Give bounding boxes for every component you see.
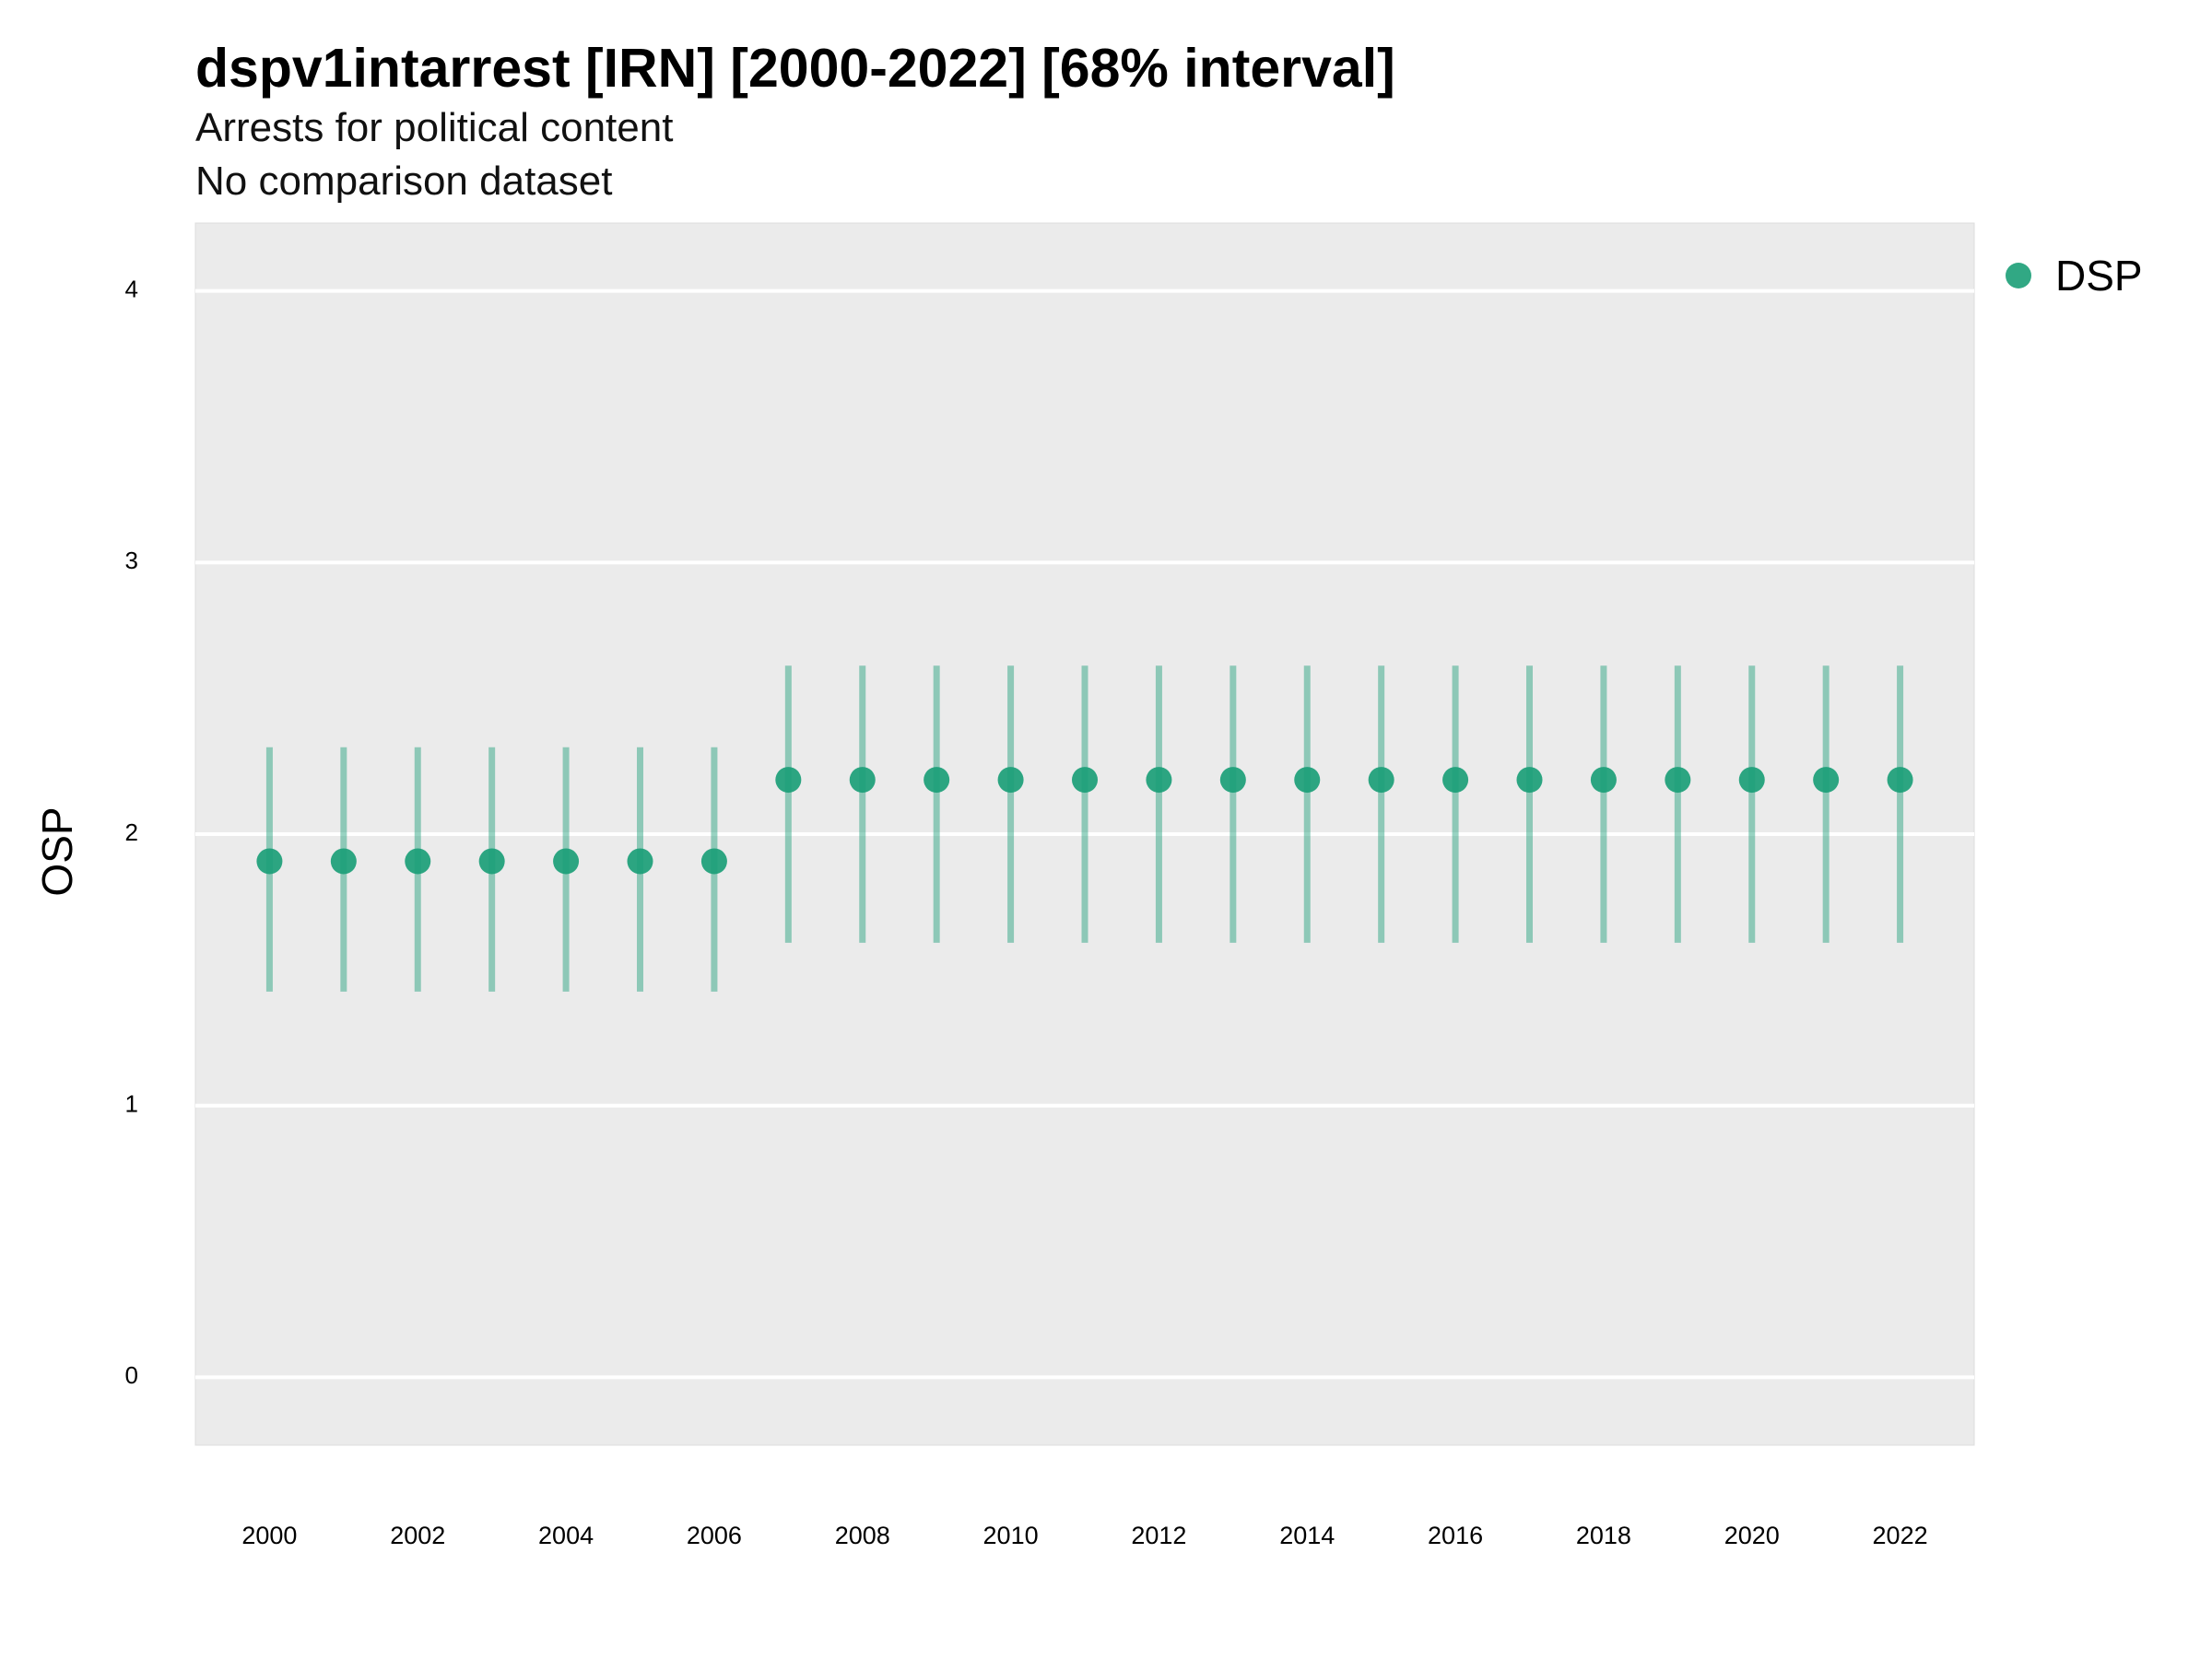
x-tick-label-2014: 2014 [1279, 1522, 1335, 1549]
chart-subtitle-comparison: No comparison dataset [195, 159, 613, 204]
data-point-2006 [700, 848, 727, 875]
data-point-2010 [997, 767, 1024, 794]
x-tick-label-2016: 2016 [1428, 1522, 1483, 1549]
x-tick-label-2012: 2012 [1131, 1522, 1186, 1549]
data-point-2015 [1368, 767, 1394, 794]
data-point-2007 [775, 767, 802, 794]
data-point-2014 [1294, 767, 1321, 794]
data-point-2003 [478, 848, 505, 875]
x-tick-label-2000: 2000 [241, 1522, 297, 1549]
y-tick-label-0: 0 [125, 1361, 138, 1389]
chart-title: dspv1intarrest [IRN] [2000-2022] [68% in… [195, 38, 1395, 99]
legend-key-dsp [2006, 263, 2031, 288]
x-tick-label-2010: 2010 [983, 1522, 1039, 1549]
x-tick-label-2008: 2008 [835, 1522, 890, 1549]
x-tick-label-2004: 2004 [538, 1522, 594, 1549]
x-tick-label-2022: 2022 [1873, 1522, 1928, 1549]
data-point-2017 [1516, 767, 1543, 794]
data-point-2005 [627, 848, 653, 875]
data-point-2008 [849, 767, 876, 794]
x-tick-label-2018: 2018 [1576, 1522, 1631, 1549]
data-point-2012 [1146, 767, 1172, 794]
data-point-2002 [405, 848, 431, 875]
x-tick-label-2020: 2020 [1724, 1522, 1780, 1549]
data-point-2009 [924, 767, 950, 794]
y-tick-label-4: 4 [125, 276, 138, 303]
data-point-2000 [256, 848, 283, 875]
data-point-2001 [330, 848, 357, 875]
data-point-2022 [1887, 767, 1913, 794]
data-point-2011 [1072, 767, 1098, 794]
legend: DSP [2006, 251, 2143, 300]
y-tick-label-2: 2 [125, 818, 138, 846]
data-point-2004 [553, 848, 580, 875]
x-tick-label-2002: 2002 [390, 1522, 445, 1549]
data-point-2013 [1219, 767, 1246, 794]
data-point-2021 [1813, 767, 1840, 794]
data-point-2020 [1738, 767, 1765, 794]
data-point-2019 [1665, 767, 1691, 794]
data-point-2016 [1442, 767, 1469, 794]
legend-label-dsp: DSP [2055, 252, 2143, 300]
y-tick-label-3: 3 [125, 547, 138, 574]
x-tick-label-2006: 2006 [687, 1522, 742, 1549]
chart-subtitle: Arrests for political content [195, 105, 674, 150]
y-tick-label-1: 1 [125, 1090, 138, 1118]
data-point-2018 [1590, 767, 1617, 794]
